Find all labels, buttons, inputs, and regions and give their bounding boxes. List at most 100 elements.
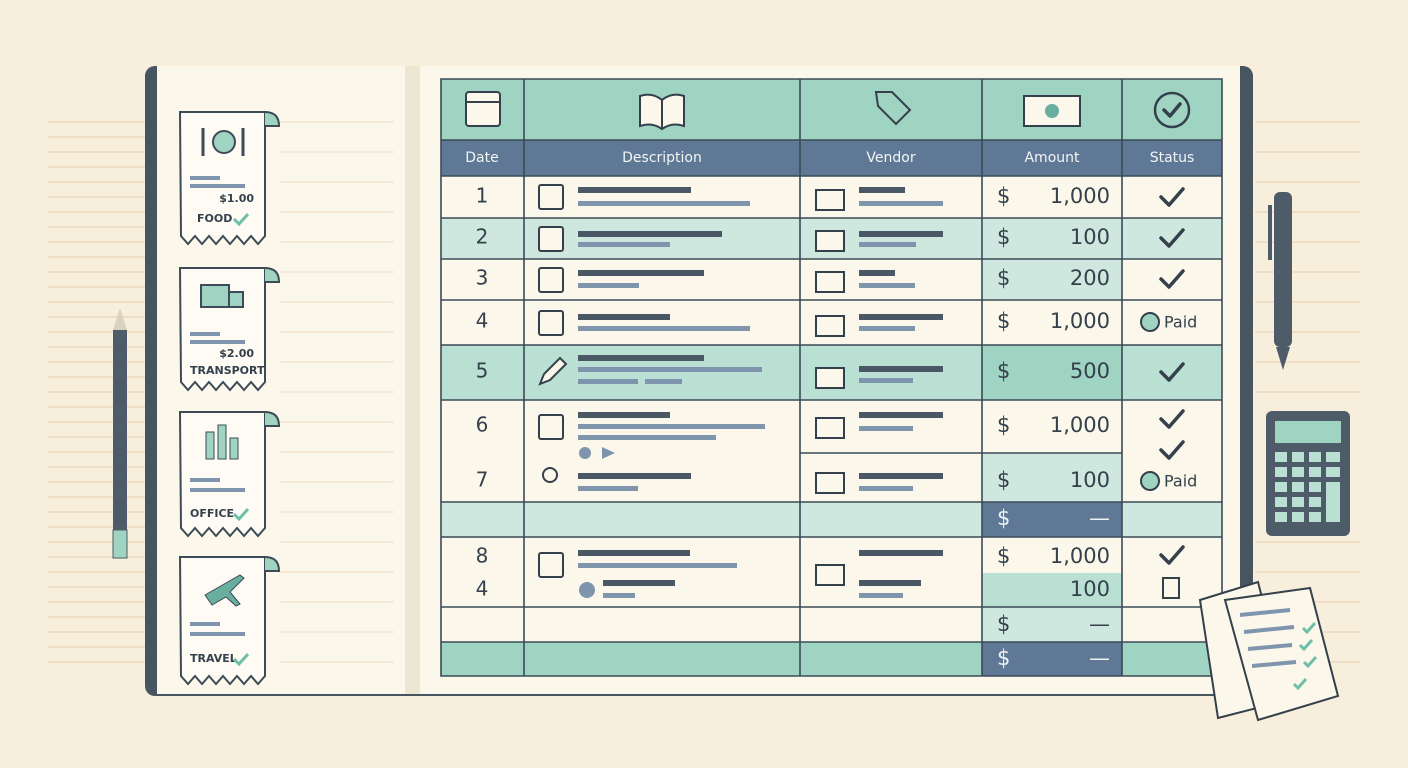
currency: $ — [997, 359, 1010, 383]
pencil — [112, 308, 128, 559]
pen — [1268, 192, 1292, 370]
decoration — [578, 242, 670, 247]
decoration — [578, 486, 638, 491]
receipt: TRAVEL — [178, 556, 281, 686]
decoration — [859, 242, 916, 247]
decoration — [217, 424, 227, 460]
amount: — — [1089, 506, 1110, 530]
decoration — [1309, 482, 1321, 492]
row-icons — [538, 184, 845, 586]
decoration — [982, 345, 1122, 400]
decoration — [578, 412, 670, 418]
amount: 500 — [1070, 359, 1110, 383]
decoration — [190, 176, 220, 180]
papers — [1198, 580, 1340, 722]
decoration — [578, 270, 704, 276]
date: 1 — [476, 184, 489, 208]
column-header: Date — [465, 150, 498, 166]
decoration — [1292, 678, 1308, 691]
decoration — [229, 437, 239, 460]
decoration — [578, 231, 722, 237]
decoration — [1239, 608, 1297, 668]
decoration — [602, 447, 615, 459]
decoration — [859, 378, 913, 383]
receipt-label: FOOD — [197, 212, 232, 225]
decoration — [1276, 347, 1290, 370]
decoration — [1162, 577, 1180, 599]
receipt: OFFICE — [178, 411, 281, 538]
decoration — [578, 379, 638, 384]
decoration — [1275, 452, 1287, 462]
decoration — [1275, 497, 1287, 507]
column-header: Amount — [1024, 150, 1080, 166]
decoration — [1326, 482, 1340, 522]
decoration — [1292, 482, 1304, 492]
decoration — [578, 314, 670, 320]
decoration — [190, 332, 220, 336]
decoration — [815, 315, 845, 337]
decoration — [205, 431, 215, 460]
decoration — [859, 314, 943, 320]
decoration — [1159, 440, 1185, 460]
amount: 1,000 — [1050, 309, 1110, 333]
decoration — [232, 507, 250, 522]
decoration — [1159, 187, 1185, 207]
decoration — [1292, 452, 1304, 462]
decoration — [441, 79, 1222, 140]
decoration — [1274, 192, 1292, 347]
currency: $ — [997, 309, 1010, 333]
decoration — [982, 607, 1122, 642]
date: 6 — [476, 413, 489, 437]
decoration — [815, 564, 845, 586]
decoration — [579, 447, 591, 459]
decoration — [859, 366, 943, 372]
decoration — [603, 593, 635, 598]
decoration — [859, 187, 905, 193]
decoration — [859, 580, 921, 586]
decoration — [204, 574, 245, 607]
currency: $ — [997, 225, 1010, 249]
page-lines — [280, 121, 394, 663]
decoration — [815, 367, 845, 389]
decoration — [1251, 660, 1297, 668]
decoration — [1292, 467, 1304, 477]
decoration — [538, 267, 564, 293]
decoration — [264, 111, 281, 127]
decoration — [578, 435, 716, 440]
decoration — [190, 340, 245, 344]
decoration — [228, 291, 244, 308]
decoration — [212, 130, 236, 154]
decoration — [190, 632, 245, 636]
receipt: $2.00 TRANSPORT — [178, 267, 281, 392]
decoration — [982, 502, 1122, 537]
decoration — [859, 550, 943, 556]
decoration — [1275, 452, 1340, 522]
decoration — [603, 580, 675, 586]
decoration — [815, 472, 845, 494]
decoration — [178, 556, 266, 686]
decoration — [1298, 639, 1314, 652]
currency: $ — [997, 646, 1010, 670]
decoration — [1275, 482, 1287, 492]
decoration — [1159, 545, 1185, 565]
status: Paid — [1164, 472, 1197, 491]
decoration — [1140, 471, 1160, 491]
decoration — [190, 622, 220, 626]
decoration — [1268, 205, 1272, 260]
decoration — [578, 563, 737, 568]
decoration — [578, 201, 750, 206]
decoration — [190, 488, 245, 492]
calculator — [1266, 411, 1350, 536]
decoration — [578, 424, 765, 429]
decoration — [1292, 622, 1318, 691]
decoration — [1159, 228, 1185, 248]
decoration — [1247, 643, 1293, 651]
decoration — [1159, 362, 1185, 382]
decoration — [982, 642, 1122, 676]
decoration — [1275, 467, 1287, 477]
date: 4 — [476, 309, 489, 333]
placeholder-text — [578, 187, 943, 598]
decoration — [264, 267, 281, 283]
column-header: Vendor — [866, 150, 915, 166]
